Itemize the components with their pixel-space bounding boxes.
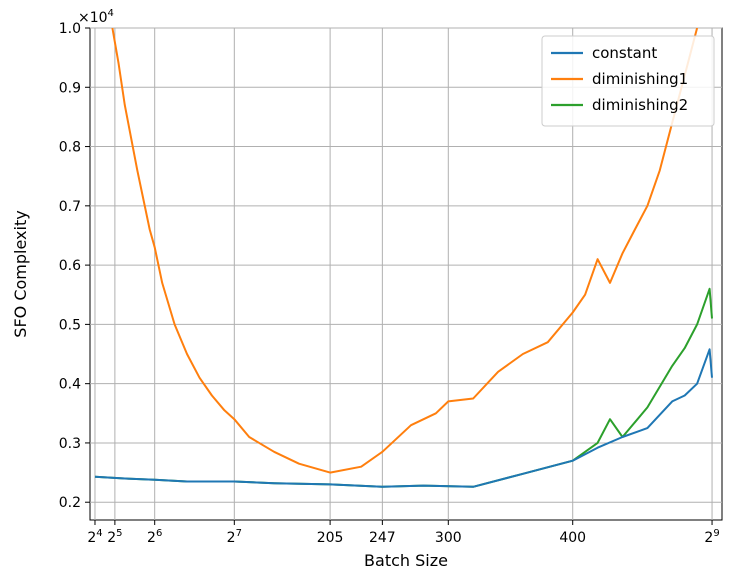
y-multiplier: ×104 xyxy=(78,8,114,26)
legend: constant diminishing1 diminishing2 xyxy=(541,35,715,127)
y-axis: 0.2 0.3 0.4 0.5 0.6 0.7 0.8 0.9 1.0 xyxy=(59,21,90,511)
legend-label: diminishing1 xyxy=(592,70,688,88)
y-tick-label: 0.8 xyxy=(59,140,81,156)
y-tick-label: 0.2 xyxy=(59,495,81,511)
x-tick-label: 400 xyxy=(559,530,586,546)
y-tick-label: 0.3 xyxy=(59,436,81,452)
plot-area: 24 25 26 27 205 247 300 400 29 0.20.30.40.50.60.… xyxy=(59,21,723,546)
series-line-diminishing2 xyxy=(94,287,713,488)
x-tick-label: 26 xyxy=(147,528,162,546)
x-axis: 24 25 26 27 205 247 300 400 29 xyxy=(87,520,720,546)
series-line-diminishing1 xyxy=(111,28,699,474)
y-tick-label: 0.9 xyxy=(59,80,81,96)
x-axis-label: Batch Size xyxy=(364,551,448,570)
x-tick-label: 300 xyxy=(435,530,462,546)
x-tick-label: 24 xyxy=(87,528,102,546)
y-tick-label: 0.5 xyxy=(59,317,81,333)
y-tick-label: 0.7 xyxy=(59,199,81,215)
x-tick-label: 247 xyxy=(369,530,396,546)
y-tick-label: 0.6 xyxy=(59,258,81,274)
legend-label: diminishing2 xyxy=(592,96,688,114)
series-line-constant xyxy=(94,348,713,488)
legend-label: constant xyxy=(592,44,657,62)
x-tick-label: 205 xyxy=(317,530,344,546)
legend-box xyxy=(541,35,715,127)
x-tick-label: 25 xyxy=(107,528,122,546)
y-axis-label: SFO Complexity xyxy=(11,210,30,337)
y-tick-label: 1.0 xyxy=(59,21,81,37)
series-lines xyxy=(94,28,713,488)
x-tick-label: 27 xyxy=(227,528,242,546)
grid xyxy=(90,27,722,520)
x-tick-label: 29 xyxy=(704,528,719,546)
y-tick-label: 0.4 xyxy=(59,377,81,393)
